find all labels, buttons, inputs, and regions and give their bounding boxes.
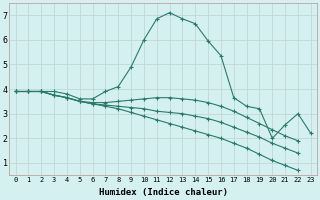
X-axis label: Humidex (Indice chaleur): Humidex (Indice chaleur) xyxy=(99,188,228,197)
